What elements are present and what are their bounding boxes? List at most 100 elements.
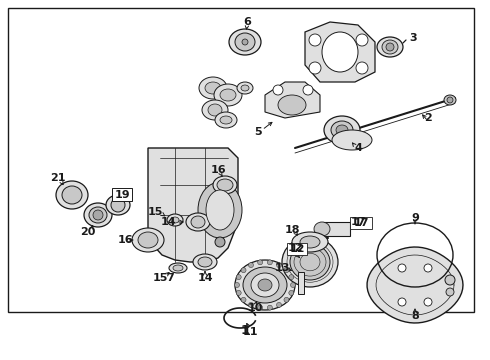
Circle shape <box>309 34 321 46</box>
Polygon shape <box>265 82 320 118</box>
Circle shape <box>258 305 263 310</box>
Ellipse shape <box>213 176 237 194</box>
Text: 17: 17 <box>350 217 366 227</box>
Ellipse shape <box>198 182 242 238</box>
Ellipse shape <box>186 213 210 231</box>
Bar <box>320 222 350 236</box>
Ellipse shape <box>377 37 403 57</box>
Circle shape <box>242 39 248 45</box>
Circle shape <box>268 260 272 265</box>
Ellipse shape <box>382 40 398 54</box>
Text: 4: 4 <box>354 143 362 153</box>
Ellipse shape <box>237 82 253 94</box>
Circle shape <box>236 291 241 295</box>
Ellipse shape <box>106 195 130 215</box>
Ellipse shape <box>93 210 103 220</box>
Ellipse shape <box>322 32 358 72</box>
Circle shape <box>273 85 283 95</box>
Ellipse shape <box>132 228 164 252</box>
Ellipse shape <box>235 33 255 51</box>
Circle shape <box>236 275 241 280</box>
Ellipse shape <box>444 95 456 105</box>
Ellipse shape <box>243 267 287 303</box>
Text: 15: 15 <box>152 273 168 283</box>
Circle shape <box>356 34 368 46</box>
Bar <box>112 188 132 201</box>
Ellipse shape <box>336 125 348 135</box>
Bar <box>350 217 372 229</box>
Bar <box>298 272 304 294</box>
Text: 1: 1 <box>241 324 249 337</box>
Ellipse shape <box>235 260 295 310</box>
Text: 13: 13 <box>274 263 290 273</box>
Circle shape <box>215 237 225 247</box>
Ellipse shape <box>215 112 237 128</box>
Circle shape <box>291 283 295 288</box>
Circle shape <box>235 283 240 288</box>
Ellipse shape <box>193 254 217 270</box>
Circle shape <box>241 268 246 273</box>
Text: 20: 20 <box>80 227 96 237</box>
Text: 14: 14 <box>197 273 213 283</box>
Ellipse shape <box>282 237 338 287</box>
Text: 12: 12 <box>287 243 303 253</box>
Ellipse shape <box>447 97 453 103</box>
Ellipse shape <box>62 186 82 204</box>
Ellipse shape <box>191 216 205 228</box>
Ellipse shape <box>324 116 360 144</box>
Text: 17: 17 <box>353 218 369 228</box>
Text: 21: 21 <box>50 173 66 183</box>
Ellipse shape <box>220 89 236 101</box>
Circle shape <box>398 264 406 272</box>
Ellipse shape <box>314 222 330 236</box>
Text: 12: 12 <box>289 244 305 254</box>
Text: 15: 15 <box>147 207 163 217</box>
Text: 6: 6 <box>243 17 251 27</box>
Ellipse shape <box>173 265 183 271</box>
Circle shape <box>356 62 368 74</box>
Ellipse shape <box>138 232 158 248</box>
Circle shape <box>303 85 313 95</box>
Text: 16: 16 <box>210 165 226 175</box>
Bar <box>8 8 474 312</box>
Circle shape <box>424 264 432 272</box>
Text: 11: 11 <box>242 327 258 337</box>
Polygon shape <box>305 22 375 82</box>
Text: 16: 16 <box>117 235 133 245</box>
Text: 7: 7 <box>166 273 174 283</box>
Text: 14: 14 <box>160 217 176 227</box>
Ellipse shape <box>258 279 272 291</box>
Ellipse shape <box>89 207 107 223</box>
Ellipse shape <box>332 130 372 150</box>
Bar <box>287 243 307 255</box>
Ellipse shape <box>208 104 222 116</box>
Circle shape <box>248 302 253 307</box>
Text: 8: 8 <box>411 311 419 321</box>
Ellipse shape <box>241 85 249 91</box>
Ellipse shape <box>214 84 242 106</box>
Ellipse shape <box>229 29 261 55</box>
Text: 5: 5 <box>254 127 262 137</box>
Ellipse shape <box>169 263 187 273</box>
Circle shape <box>445 275 455 285</box>
Ellipse shape <box>205 82 221 94</box>
Ellipse shape <box>386 43 394 51</box>
Polygon shape <box>367 247 463 323</box>
Circle shape <box>258 260 263 265</box>
Circle shape <box>241 297 246 302</box>
Ellipse shape <box>290 244 330 280</box>
Ellipse shape <box>202 100 228 120</box>
Circle shape <box>268 305 272 310</box>
Ellipse shape <box>199 77 227 99</box>
Ellipse shape <box>278 95 306 115</box>
Circle shape <box>446 288 454 296</box>
Circle shape <box>284 268 289 273</box>
Circle shape <box>289 275 294 280</box>
Ellipse shape <box>56 181 88 209</box>
Ellipse shape <box>331 121 353 139</box>
Polygon shape <box>148 148 238 262</box>
Ellipse shape <box>300 236 320 248</box>
Circle shape <box>284 297 289 302</box>
Ellipse shape <box>167 214 183 226</box>
Ellipse shape <box>84 203 112 227</box>
